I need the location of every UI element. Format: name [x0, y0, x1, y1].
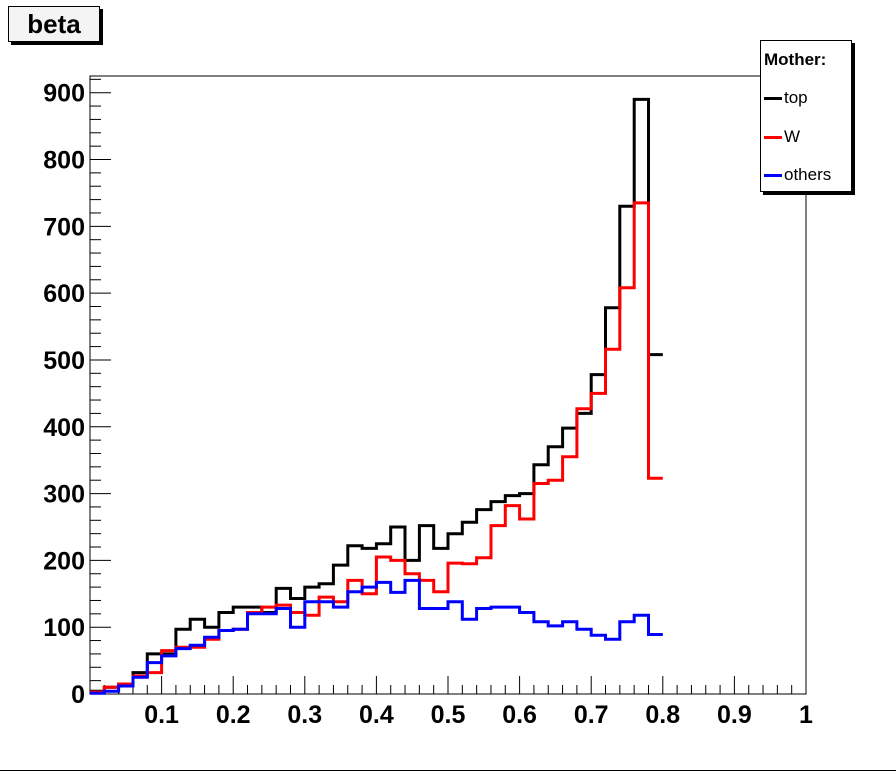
x-tick-label: 0.8: [645, 701, 680, 729]
series-line-others: [90, 578, 663, 695]
y-tick-label: 800: [43, 147, 85, 175]
series-line-top: [90, 97, 663, 693]
y-tick-label: 200: [43, 547, 85, 575]
legend-swatch-top: [764, 97, 782, 101]
series-others: [90, 578, 663, 695]
y-tick-label: 600: [43, 280, 85, 308]
series-w: [90, 201, 663, 694]
y-tick-label: 400: [43, 414, 85, 442]
legend-swatch-others: [764, 174, 782, 178]
legend-label-w: W: [784, 127, 801, 146]
legend-entry-others: others: [764, 164, 831, 186]
legend-entry-w: W: [764, 126, 800, 148]
canvas-bottom-border: [0, 770, 896, 771]
x-tick-label: 0.6: [502, 701, 537, 729]
y-tick-label: 500: [43, 347, 85, 375]
legend: Mother: top W others: [760, 40, 852, 192]
x-tick-label: 1: [799, 701, 813, 729]
x-tick-label: 0.7: [574, 701, 609, 729]
x-tick-label: 0.1: [144, 701, 179, 729]
legend-header: Mother:: [764, 50, 827, 69]
y-tick-label: 100: [43, 614, 85, 642]
x-tick-label: 0.4: [359, 701, 394, 729]
legend-swatch-w: [764, 136, 782, 140]
legend-label-top: top: [784, 88, 808, 107]
y-tick-label: 300: [43, 481, 85, 509]
x-tick-label: 0.3: [287, 701, 322, 729]
y-tick-label: 0: [71, 681, 85, 709]
x-tick-label: 0.2: [216, 701, 251, 729]
x-tick-label: 0.9: [717, 701, 752, 729]
legend-label-others: others: [784, 165, 832, 184]
x-tick-label: 0.5: [431, 701, 466, 729]
axis-ticks: [90, 78, 807, 695]
y-tick-label: 900: [43, 80, 85, 108]
series-line-w: [90, 201, 663, 694]
series-layer: [90, 97, 663, 695]
chart-title: beta: [8, 6, 100, 42]
legend-entry-top: top: [764, 87, 808, 109]
series-top: [90, 97, 663, 693]
tick-labels: 0.1 0.2 0.3 0.4 0.5 0.6 0.7 0.8 0.9 1 0 100 200 300 40…: [43, 80, 813, 729]
y-tick-label: 700: [43, 213, 85, 241]
